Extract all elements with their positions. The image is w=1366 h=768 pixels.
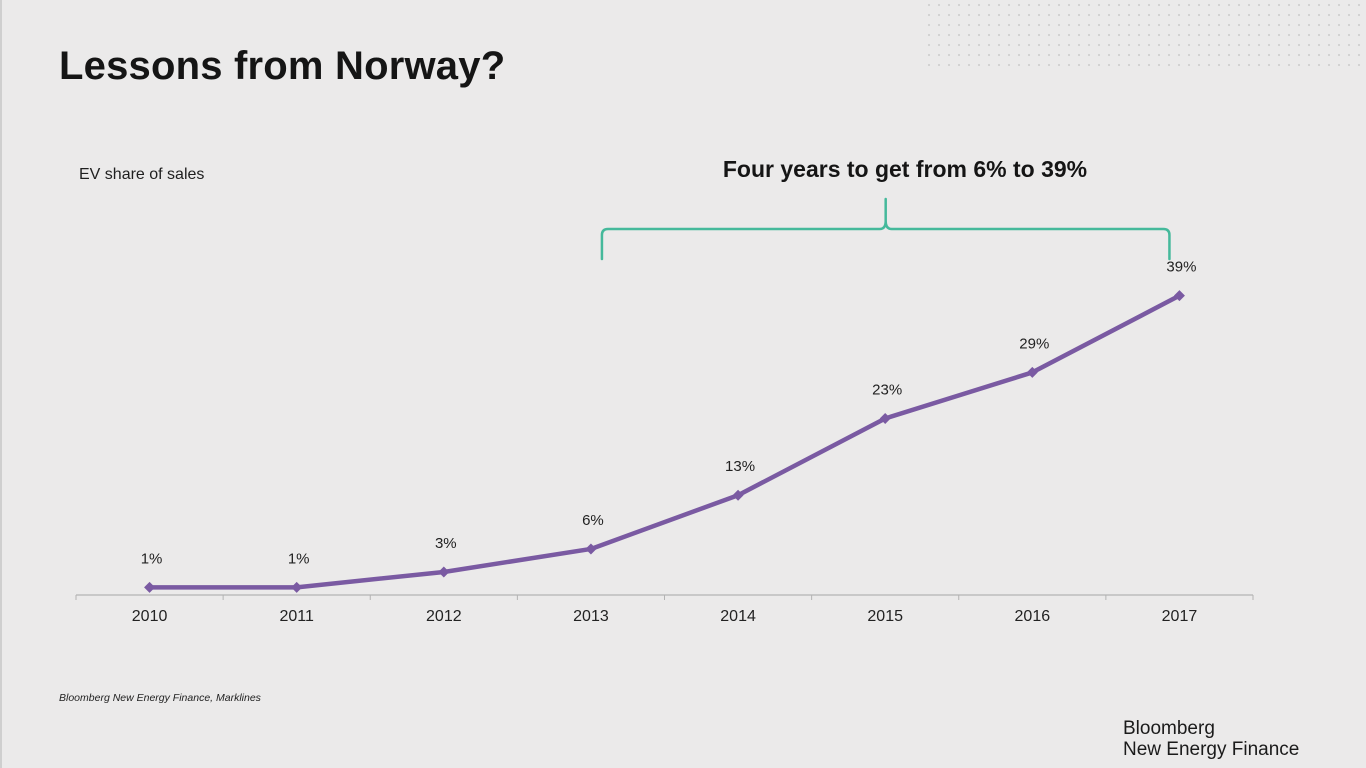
annotation-bracket	[600, 197, 1171, 261]
data-label: 39%	[1166, 259, 1196, 276]
brand-line-2: New Energy Finance	[1123, 739, 1300, 760]
slide-left-border	[0, 0, 2, 768]
x-tick-label: 2012	[426, 608, 462, 625]
data-label: 1%	[288, 550, 310, 567]
data-label: 6%	[582, 512, 604, 529]
data-point-marker	[1026, 366, 1038, 378]
data-point-marker	[732, 489, 744, 501]
x-tick-label: 2010	[132, 608, 168, 625]
brand-line-1: Bloomberg	[1123, 718, 1215, 739]
x-tick-label: 2016	[1015, 608, 1051, 625]
decorative-dot-pattern	[924, 0, 1366, 66]
data-point-marker	[438, 566, 450, 578]
data-label: 13%	[725, 458, 755, 475]
annotation-text: Four years to get from 6% to 39%	[722, 156, 1088, 182]
y-axis-label: EV share of sales	[79, 166, 205, 183]
x-tick-label: 2014	[720, 608, 756, 625]
data-label: 3%	[435, 535, 457, 552]
data-label: 1%	[141, 550, 163, 567]
data-point-marker	[1173, 290, 1185, 302]
x-tick-label: 2017	[1162, 608, 1198, 625]
data-point-marker	[291, 581, 303, 593]
data-point-marker	[585, 543, 597, 555]
data-label: 29%	[1019, 335, 1049, 352]
brand-logo: Bloomberg New Energy Finance	[1123, 718, 1299, 760]
slide-title: Lessons from Norway?	[59, 44, 506, 88]
x-tick-label: 2013	[573, 608, 609, 625]
data-point-marker	[144, 581, 156, 593]
x-tick-label: 2015	[867, 608, 903, 625]
x-tick-label: 2011	[279, 608, 314, 625]
series-line	[147, 293, 1182, 590]
data-point-marker	[879, 412, 891, 424]
source-note: Bloomberg New Energy Finance, Marklines	[59, 692, 261, 704]
data-label: 23%	[872, 381, 902, 398]
